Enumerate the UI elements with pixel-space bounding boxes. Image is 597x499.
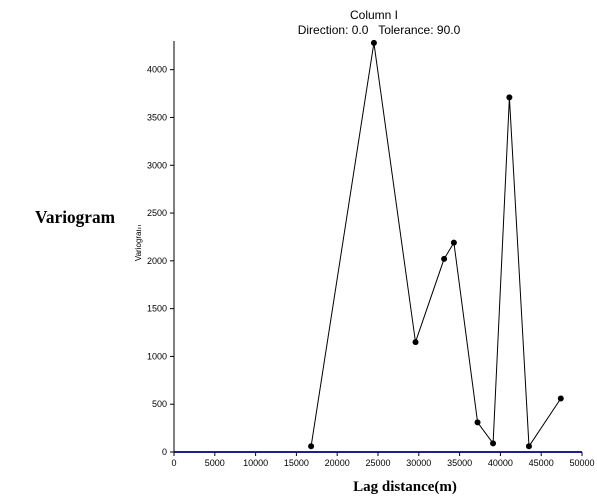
y-tick-label: 0 bbox=[162, 447, 167, 457]
data-point bbox=[441, 255, 448, 262]
y-tick-label: 500 bbox=[152, 399, 167, 409]
y-tick-label: 2500 bbox=[147, 208, 167, 218]
data-point bbox=[506, 94, 513, 101]
x-tick-label: 15000 bbox=[284, 458, 309, 468]
x-axis-ticks: 0 5000 10000 15000 20000 25000 30000 35000 40000… bbox=[171, 452, 595, 468]
y-tick-label: 4000 bbox=[147, 65, 167, 75]
y-tick-label: 2000 bbox=[147, 256, 167, 266]
y-axis-label: Variogram bbox=[134, 225, 143, 262]
data-point bbox=[525, 443, 532, 450]
x-tick-label: 5000 bbox=[205, 458, 225, 468]
data-point bbox=[450, 239, 457, 246]
y-tick-label: 1500 bbox=[147, 304, 167, 314]
x-tick-label: 35000 bbox=[447, 458, 472, 468]
series-points bbox=[308, 39, 564, 450]
chart-subtitle: Direction: 0.0 Tolerance: 90.0 bbox=[298, 23, 461, 37]
y-tick-label: 1000 bbox=[147, 351, 167, 361]
data-point bbox=[370, 39, 377, 46]
x-tick-label: 0 bbox=[171, 458, 176, 468]
x-tick-label: 45000 bbox=[529, 458, 554, 468]
x-tick-label: 50000 bbox=[569, 458, 594, 468]
x-tick-label: 10000 bbox=[243, 458, 268, 468]
y-tick-label: 3500 bbox=[147, 112, 167, 122]
data-point bbox=[412, 339, 419, 346]
x-tick-label: 20000 bbox=[325, 458, 350, 468]
x-axis-title: Lag distance(m) bbox=[353, 479, 457, 495]
x-tick-label: 40000 bbox=[488, 458, 513, 468]
y-tick-label: 3000 bbox=[147, 160, 167, 170]
x-tick-label: 25000 bbox=[365, 458, 390, 468]
x-tick-label: 30000 bbox=[406, 458, 431, 468]
chart-title: Column I bbox=[350, 8, 398, 22]
data-point bbox=[308, 443, 315, 450]
series-line bbox=[310, 42, 562, 448]
data-point bbox=[557, 395, 564, 402]
data-point bbox=[490, 440, 497, 447]
data-point bbox=[474, 419, 481, 426]
side-label-mask bbox=[116, 200, 138, 230]
y-axis-ticks: 0 500 1000 1500 2000 2500 3000 3500 4000 bbox=[147, 65, 174, 457]
plot-area: 0 5000 10000 15000 20000 25000 30000 35000 40000… bbox=[147, 39, 595, 468]
side-label: Variogram bbox=[35, 207, 115, 227]
